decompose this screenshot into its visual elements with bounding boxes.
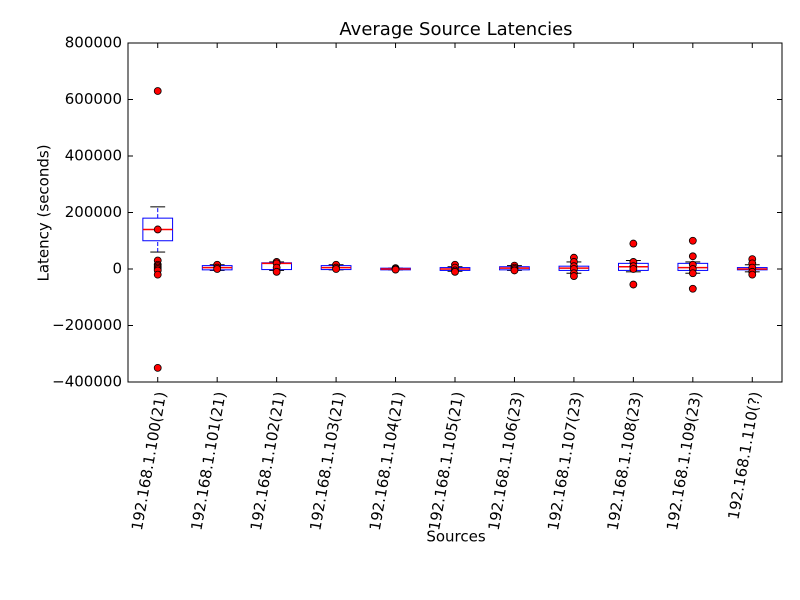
point (272, 267, 281, 276)
point (688, 284, 697, 293)
y-tick-label: −400000 (52, 373, 122, 391)
point (629, 280, 638, 289)
point (213, 265, 222, 273)
point (153, 270, 162, 279)
point (629, 265, 638, 273)
y-tick-label: 600000 (65, 90, 122, 108)
point (153, 225, 162, 234)
point (629, 239, 638, 248)
point (748, 270, 757, 279)
y-tick-label: 400000 (65, 147, 122, 165)
point (153, 363, 162, 372)
point (570, 272, 578, 280)
point (510, 266, 519, 275)
point (391, 265, 400, 274)
y-tick-label: 800000 (65, 34, 122, 52)
point (451, 267, 459, 276)
chart-title: Average Source Latencies (339, 19, 572, 40)
point (688, 252, 697, 261)
point (332, 265, 340, 273)
y-tick-label: −200000 (52, 316, 122, 334)
point (688, 269, 697, 278)
point (153, 87, 162, 95)
x-axis-label: Sources (426, 528, 486, 546)
y-axis-label: Latency (seconds) (35, 144, 53, 281)
y-tick-label: 200000 (65, 203, 122, 221)
y-tick-label: 0 (112, 260, 122, 278)
point (688, 236, 697, 245)
